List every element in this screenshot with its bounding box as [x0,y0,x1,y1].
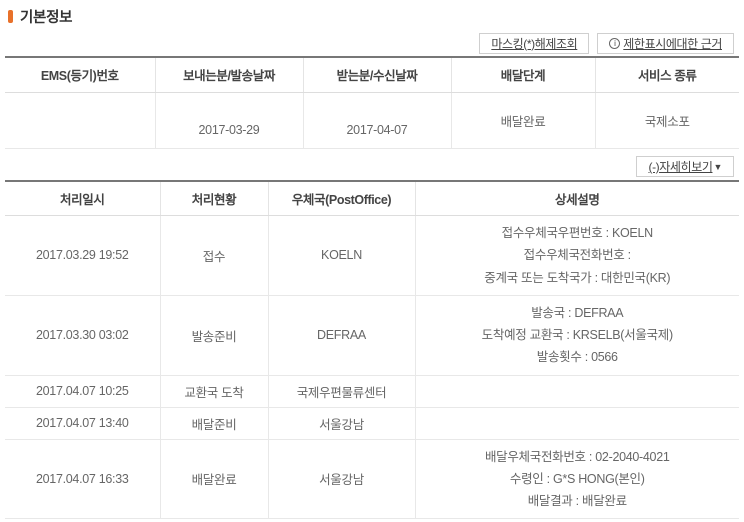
restriction-basis-button-label: 제한표시에대한 근거 [623,36,722,51]
info-circle-icon: i [609,37,621,49]
detail-view-toggle-label: (-)자세히보기 [648,160,713,174]
cell-sender-date: 2017-03-29 [154,92,303,149]
cell-description [414,375,739,408]
detail-view-toggle-button[interactable]: (-)자세히보기 ▼ [636,156,734,177]
cell-receiver-date: 2017-04-07 [302,92,451,149]
table-row: 2017.04.07 13:40 배달준비 서울강남 [5,407,739,440]
table-row: 2017.04.07 16:33 배달완료 서울강남 배달우체국전화번호 : 02-2… [5,439,739,520]
table-row: 2017-03-29 2017-04-07 배달완료 국제소포 [5,92,739,149]
description-lines: 발송국 : DEFRAA 도착예정 교환국 : KRSELB(서울국제) 발송횟수 … [420,302,736,369]
tracking-table-body: 2017.03.29 19:52 접수 KOELN 접수우체국우편번호 : KOELN… [5,215,739,520]
cell-ems-number [5,92,155,149]
description-line: 접수우체국전화번호 : [523,248,631,263]
cell-process-datetime: 2017.04.07 13:40 [5,407,160,440]
description-line: 발송횟수 : 0566 [536,350,618,365]
header-post-office: 우체국(PostOffice) [267,179,415,216]
header-description: 상세설명 [414,179,739,216]
header-ems-number: EMS(등기)번호 [5,56,155,93]
cell-description: 발송국 : DEFRAA 도착예정 교환국 : KRSELB(서울국제) 발송횟수 … [414,295,739,376]
cell-process-status: 배달완료 [159,439,268,520]
mask-release-button-label: 마스킹(*)해제조회 [491,36,578,51]
cell-post-office: 서울강남 [267,439,415,520]
tracking-detail-table: 처리일시 처리현황 우체국(PostOffice) 상세설명 2017.03.2… [5,179,739,520]
cell-post-office: 서울강남 [267,407,415,440]
description-line: 수령인 : G*S HONG(본인) [509,471,645,486]
cell-delivery-stage: 배달완료 [450,92,595,149]
restriction-basis-button[interactable]: i 제한표시에대한 근거 [597,32,734,54]
cell-process-datetime: 2017.04.07 10:25 [5,375,160,408]
detail-toggle-row: (-)자세히보기 ▼ [0,154,744,180]
header-process-datetime: 처리일시 [5,179,160,216]
chevron-down-icon: ▼ [713,161,722,172]
cell-description: 접수우체국우편번호 : KOELN 접수우체국전화번호 : 중계국 또는 도착국가 … [414,215,739,296]
bullet-marker-icon [8,9,13,23]
table-row: 2017.03.29 19:52 접수 KOELN 접수우체국우편번호 : KOELN… [5,215,739,296]
cell-service-type: 국제소포 [594,92,739,149]
description-lines: 접수우체국우편번호 : KOELN 접수우체국전화번호 : 중계국 또는 도착국가 … [420,222,736,289]
table-row: 2017.04.07 10:25 교환국 도착 국제우편물류센터 [5,375,739,408]
tracking-header-row: 처리일시 처리현황 우체국(PostOffice) 상세설명 [5,179,739,216]
cell-description [414,407,739,440]
cell-post-office: DEFRAA [267,295,415,376]
description-lines: 배달우체국전화번호 : 02-2040-4021 수령인 : G*S HONG(본… [420,446,736,513]
cell-process-datetime: 2017.03.30 03:02 [5,295,160,376]
description-line: 배달결과 : 배달완료 [527,494,627,508]
header-delivery-stage: 배달단계 [450,56,595,93]
mask-release-button[interactable]: 마스킹(*)해제조회 [479,32,590,54]
tracking-result-page: 기본정보 마스킹(*)해제조회 i 제한표시에대한 근거 EMS(등기)번호 보… [0,3,744,522]
header-sender-date: 보내는분/발송날짜 [154,56,303,93]
cell-process-datetime: 2017.03.29 19:52 [5,215,160,296]
cell-process-status: 접수 [159,215,268,296]
cell-description: 배달우체국전화번호 : 02-2040-4021 수령인 : G*S HONG(본… [414,439,739,520]
cell-process-status: 발송준비 [159,295,268,376]
top-button-row: 마스킹(*)해제조회 i 제한표시에대한 근거 [0,30,744,56]
header-service-type: 서비스 종류 [594,56,739,93]
description-line: 발송국 : DEFRAA [531,305,624,320]
section-header: 기본정보 [0,3,744,29]
cell-process-status: 배달준비 [159,407,268,440]
page-title: 기본정보 [20,9,73,26]
header-receiver-date: 받는분/수신날짜 [302,56,451,93]
basic-info-table: EMS(등기)번호 보내는분/발송날짜 받는분/수신날짜 배달단계 서비스 종류… [5,56,739,149]
cell-post-office: 국제우편물류센터 [267,375,415,408]
basic-info-header-row: EMS(등기)번호 보내는분/발송날짜 받는분/수신날짜 배달단계 서비스 종류 [5,56,739,93]
description-line: 중계국 또는 도착국가 : 대한민국(KR) [484,270,671,285]
table-row: 2017.03.30 03:02 발송준비 DEFRAA 발송국 : DEFRAA 도착… [5,295,739,376]
cell-process-datetime: 2017.04.07 16:33 [5,439,160,520]
header-process-status: 처리현황 [159,179,268,216]
description-line: 배달우체국전화번호 : 02-2040-4021 [484,449,670,464]
cell-process-status: 교환국 도착 [159,375,268,408]
description-line: 도착예정 교환국 : KRSELB(서울국제) [481,328,673,342]
description-line: 접수우체국우편번호 : KOELN [501,226,654,240]
cell-post-office: KOELN [267,215,415,296]
